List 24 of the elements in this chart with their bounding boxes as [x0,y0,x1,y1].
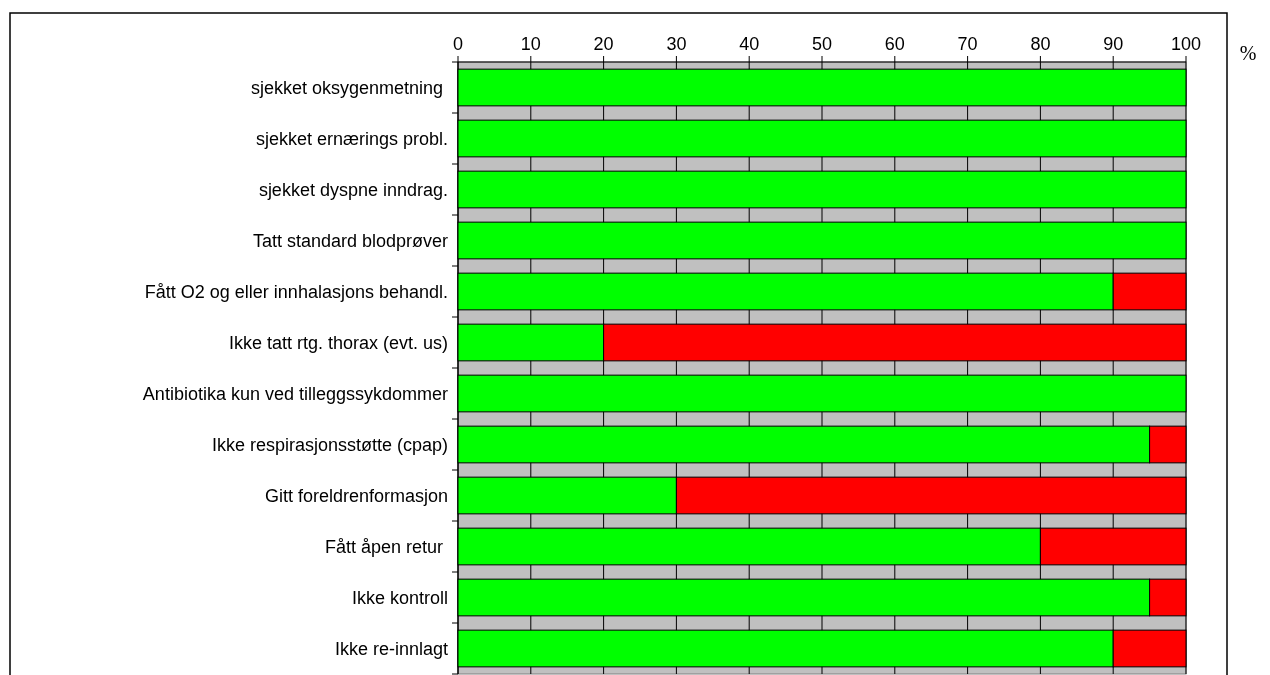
y-tick-label: Tatt standard blodprøver [252,230,448,251]
x-tick-label: 80 [1030,34,1051,54]
y-tick-label: Ikke tatt rtg. thorax (evt. us) [228,332,448,353]
y-tick-label: sjekket ernærings probl. [255,128,448,149]
x-tick-label: 40 [739,34,760,54]
x-tick-label: 100 [1170,34,1202,54]
y-tick-label: Ikke respirasjonsstøtte (cpap) [211,434,448,455]
y-tick-label: sjekket oksygenmetning [250,77,448,98]
y-tick-label: sjekket dyspne inndrag. [258,179,448,200]
y-tick-label: Ikke re-innlagt [334,638,448,659]
x-tick-label: 50 [811,34,833,54]
x-axis-title: % [1239,42,1257,64]
x-tick-label: 20 [593,34,614,54]
y-tick-label: Gitt foreldrenformasjon [264,485,448,506]
x-tick-label: 10 [520,34,541,54]
x-tick-label: 0 [452,34,464,54]
y-tick-label: Ikke kontroll [351,587,448,608]
y-tick-label: Antibiotika kun ved tilleggssykdommer [142,383,448,404]
x-tick-label: 60 [884,34,905,54]
x-tick-label: 90 [1103,34,1124,54]
y-tick-label: Fått åpen retur [324,536,448,557]
x-tick-label: 30 [666,34,687,54]
x-tick-label: 70 [957,34,978,54]
y-tick-label: Fått O2 og eller innhalasjons behandl. [144,281,448,302]
